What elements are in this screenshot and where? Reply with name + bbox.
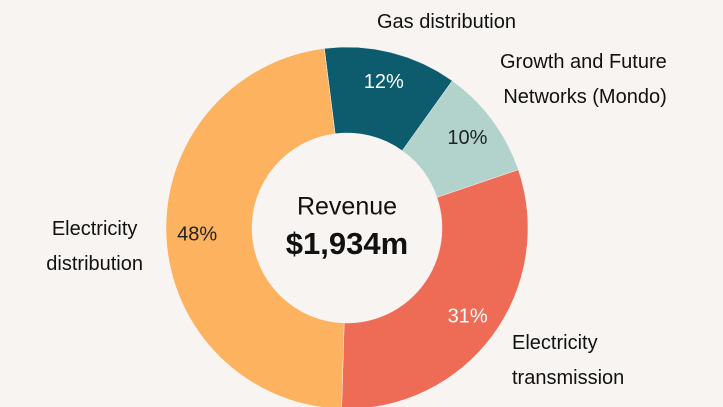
value-label: 12% — [364, 71, 404, 93]
value-label: 31% — [448, 305, 488, 327]
value-label: 48% — [177, 223, 217, 245]
category-label: Electricity transmission — [512, 332, 625, 389]
category-label: Gas distribution — [377, 11, 516, 33]
category-label: Electricity distribution — [46, 218, 143, 275]
center-value: $1,934m — [286, 226, 408, 261]
donut-segment — [165, 48, 345, 407]
category-label: Growth and Future Networks (Mondo) — [500, 51, 667, 108]
center-title: Revenue — [297, 193, 397, 221]
value-label: 10% — [447, 127, 487, 149]
donut-segment — [341, 169, 529, 407]
